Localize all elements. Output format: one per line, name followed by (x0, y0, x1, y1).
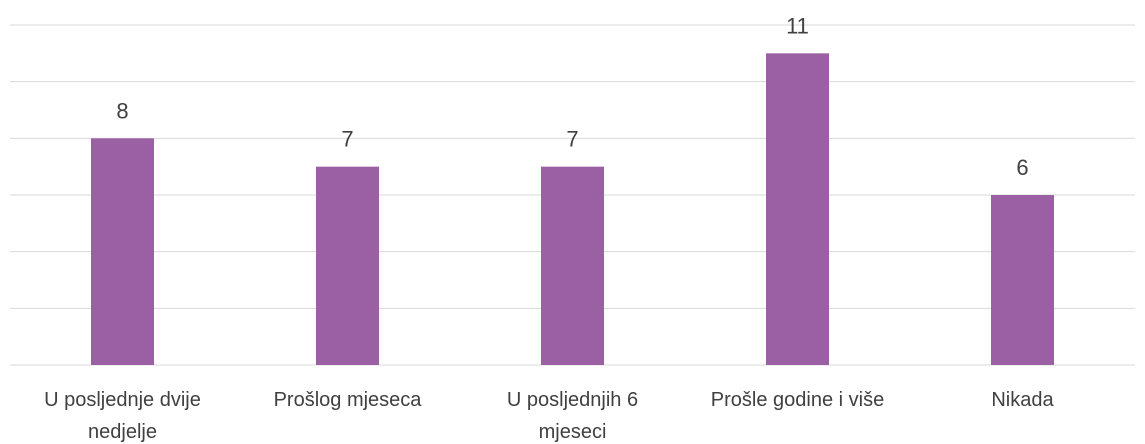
x-tick-label: U posljednjih 6 mjeseci (506, 389, 639, 443)
bar (766, 53, 829, 365)
bar (91, 138, 154, 365)
data-label: 8 (116, 98, 128, 123)
bar (316, 166, 379, 365)
x-tick-label: Prošlog mjeseca (273, 389, 422, 411)
bar (991, 195, 1054, 365)
x-tick-label: U posljednje dvije nedjelje (44, 389, 201, 443)
data-label: 7 (341, 127, 353, 152)
x-tick-label: Prošle godine i više (710, 389, 885, 411)
data-label: 6 (1016, 155, 1028, 180)
bar (541, 166, 604, 365)
data-label: 7 (566, 127, 578, 152)
x-tick-label: Nikada (991, 389, 1054, 411)
data-label: 11 (786, 13, 809, 38)
